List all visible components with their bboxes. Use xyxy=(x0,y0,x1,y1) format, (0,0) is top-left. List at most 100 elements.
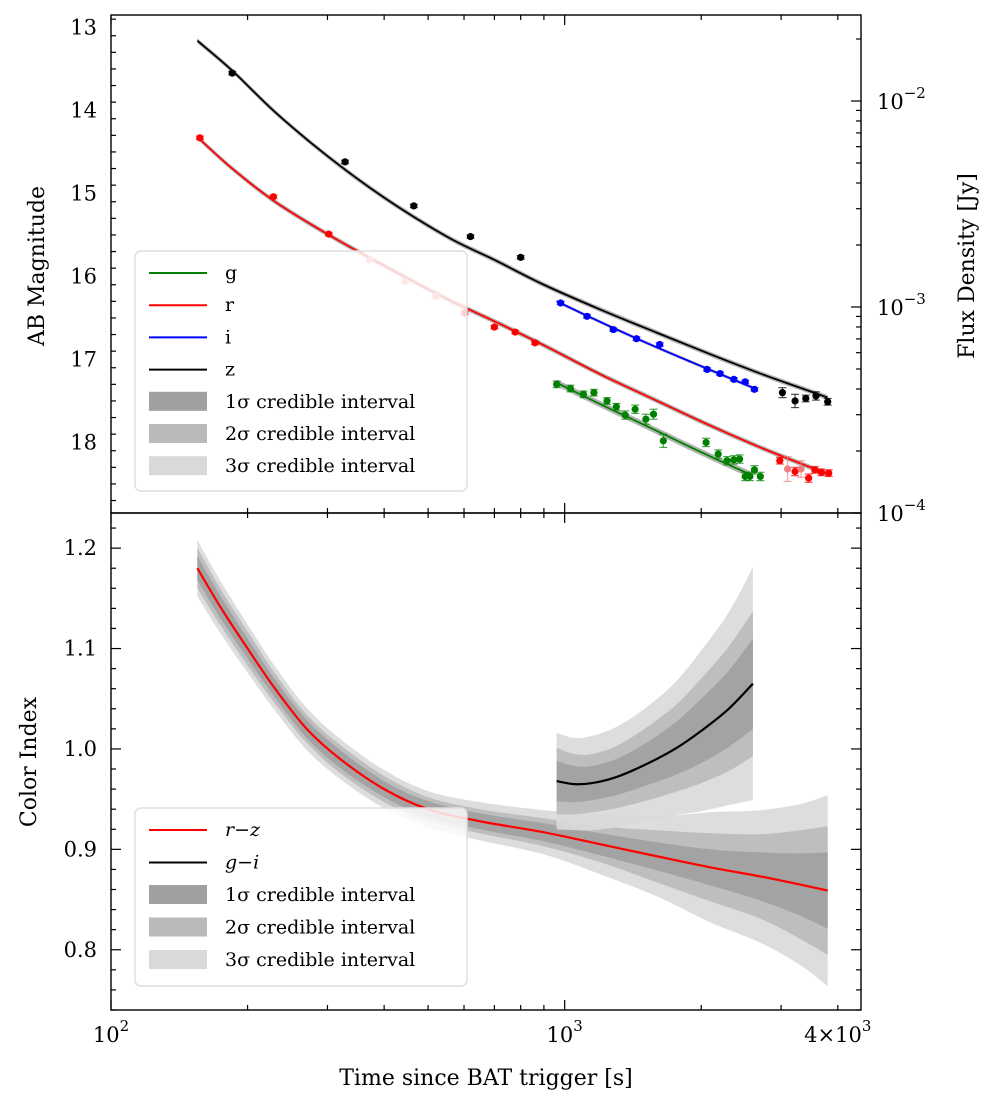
data-point-i-7 xyxy=(730,375,738,383)
data-point-z-7 xyxy=(802,394,810,403)
data-point-i-1 xyxy=(583,312,591,320)
data-point-g-7 xyxy=(631,405,639,413)
data-point-r-15 xyxy=(811,466,819,474)
data-point-z-2 xyxy=(410,202,418,210)
model-curve-z xyxy=(196,40,828,399)
data-point-z-4 xyxy=(517,253,525,261)
data-point-r-7 xyxy=(490,323,498,331)
data-point-g-2 xyxy=(579,390,588,398)
data-point-z-9 xyxy=(824,398,832,406)
band-s1-g−i xyxy=(556,638,753,803)
bottom-legend-swatch-3 xyxy=(149,917,207,937)
top-y2tick-label-−4: 10−4 xyxy=(877,496,926,526)
data-point-r-9 xyxy=(531,339,539,347)
data-point-g-19 xyxy=(756,472,764,481)
data-point-i-0 xyxy=(557,299,565,307)
top-legend-frame xyxy=(134,250,468,492)
x-tick-exponent-0: 2 xyxy=(120,1017,130,1035)
data-point-i-4 xyxy=(656,340,664,349)
bottom-legend-label-0: r−z xyxy=(225,819,261,841)
data-point-g-4 xyxy=(603,397,611,405)
data-point-g-9 xyxy=(649,410,658,418)
data-point-r-11 xyxy=(783,465,792,473)
top-ytick-label-18: 18 xyxy=(70,430,97,454)
model-curve-g xyxy=(556,381,754,477)
bottom-ytick-label-0.9: 0.9 xyxy=(64,837,97,861)
bottom-axes-frame xyxy=(110,512,862,1011)
top-legend-label-1: r xyxy=(225,294,235,316)
data-point-r-0 xyxy=(196,134,204,142)
top-legend-label-3: z xyxy=(225,359,235,381)
top-ytick-label-17: 17 xyxy=(70,347,97,371)
data-point-g-14 xyxy=(730,456,738,464)
top-y2tick-exponent-−2: −2 xyxy=(904,84,926,102)
bottom-ytick-label-1.1: 1.1 xyxy=(64,637,97,661)
bottom-panel: 0.8 0.9 1.0 1.1 1.2 102 103 4×103 r−z g−i 1σ cred… xyxy=(17,512,871,1047)
data-point-r-2 xyxy=(325,230,333,238)
data-point-r-1 xyxy=(269,193,277,201)
data-point-i-9 xyxy=(750,385,759,393)
x-tick-label-0: 102 xyxy=(93,1017,129,1047)
band-s1-r−z xyxy=(197,556,828,929)
data-point-z-0 xyxy=(228,69,236,77)
data-point-g-18 xyxy=(750,466,759,474)
bottom-ytick-label-1: 1.0 xyxy=(64,737,97,761)
data-point-r-8 xyxy=(511,328,519,336)
top-y2tick-label-−3: 10−3 xyxy=(877,290,926,320)
top-ytick-label-14: 14 xyxy=(70,98,97,122)
data-point-g-13 xyxy=(723,457,731,465)
bottom-ytick-label-1.2: 1.2 xyxy=(64,536,97,560)
data-point-z-1 xyxy=(341,158,349,166)
bottom-legend: r−z g−i 1σ credible interval 2σ credible in… xyxy=(134,807,468,987)
top-ytick-label-13: 13 xyxy=(70,15,97,39)
curve-g−i xyxy=(556,682,754,786)
data-point-z-5 xyxy=(778,389,787,397)
top-legend-label-4: 1σ credible interval xyxy=(225,391,415,413)
data-point-z-6 xyxy=(791,397,799,405)
data-point-i-2 xyxy=(609,325,617,334)
top-legend-label-0: g xyxy=(225,262,237,284)
bottom-legend-label-2: 1σ credible interval xyxy=(225,884,415,906)
data-point-i-3 xyxy=(632,335,641,343)
top-legend-swatch-4 xyxy=(149,391,207,411)
bottom-legend-label-1: g−i xyxy=(225,852,259,874)
x-tick-exponent-1: 3 xyxy=(573,1017,583,1035)
data-point-g-6 xyxy=(621,411,629,419)
top-ytick-label-15: 15 xyxy=(70,181,97,205)
bottom-legend-label-4: 3σ credible interval xyxy=(225,949,415,971)
data-point-r-17 xyxy=(825,469,833,477)
x-tick-label-1: 103 xyxy=(547,1017,583,1047)
bottom-legend-swatch-4 xyxy=(149,950,207,969)
data-point-g-3 xyxy=(590,389,598,397)
top-legend-label-6: 3σ credible interval xyxy=(225,455,415,477)
top-y2tick-exponent-−3: −3 xyxy=(904,290,926,308)
top-legend-swatch-6 xyxy=(149,456,207,476)
top-legend-swatch-5 xyxy=(149,424,207,443)
data-point-r-16 xyxy=(817,468,825,476)
data-point-g-5 xyxy=(612,403,620,411)
data-point-g-12 xyxy=(714,450,722,458)
bottom-legend-label-3: 2σ credible interval xyxy=(225,917,415,939)
x-tick-label-2: 4×103 xyxy=(804,1017,871,1047)
data-point-g-11 xyxy=(702,438,710,447)
bottom-credible-bands xyxy=(197,540,828,986)
data-point-g-17 xyxy=(746,472,754,481)
bottom-y-axis-title: Color Index xyxy=(17,696,42,827)
x-axis-title: Time since BAT trigger [s] xyxy=(339,1066,632,1091)
data-point-g-1 xyxy=(566,384,575,393)
data-point-g-0 xyxy=(553,380,561,388)
data-point-i-5 xyxy=(703,365,711,374)
data-point-i-6 xyxy=(716,369,724,378)
data-point-g-8 xyxy=(642,415,650,423)
x-tick-exponent-2: 3 xyxy=(862,1017,872,1035)
data-point-r-14 xyxy=(805,474,813,482)
bottom-legend-swatch-2 xyxy=(149,885,207,904)
data-point-z-8 xyxy=(812,392,820,400)
top-ytick-label-16: 16 xyxy=(70,264,97,288)
bottom-legend-frame xyxy=(134,807,468,987)
data-point-r-13 xyxy=(797,465,805,473)
data-point-r-12 xyxy=(791,467,799,476)
